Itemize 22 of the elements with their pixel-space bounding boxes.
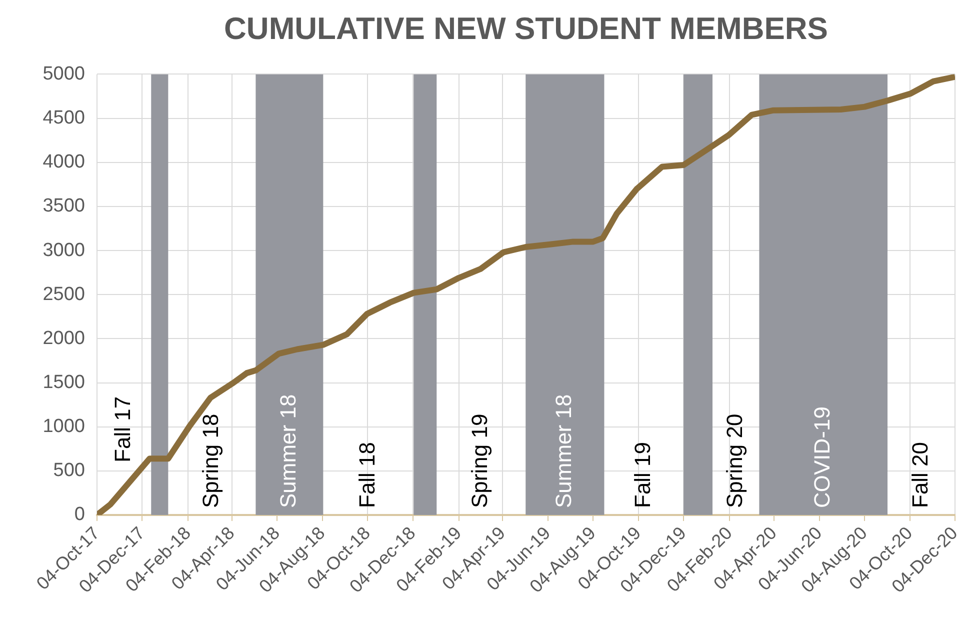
y-tick-label: 500 [53,460,85,482]
band-label: Summer 18 [550,394,576,508]
y-tick-label: 1500 [42,372,85,393]
annotation: Spring 18 [198,414,224,508]
y-tick-label: 4500 [42,108,85,129]
y-tick-label: 0 [74,504,85,526]
annotation: Fall 17 [110,396,136,462]
chart-title: CUMULATIVE NEW STUDENT MEMBERS [224,11,828,46]
annotation: Fall 20 [907,442,932,508]
annotation: Spring 20 [722,414,747,508]
band-label: Summer 18 [276,394,300,508]
annotation: Fall 19 [630,442,655,508]
y-tick-label: 2000 [42,328,85,349]
y-tick-label: 5000 [42,63,85,84]
y-tick-label: 2500 [42,284,85,305]
band-label: COVID-19 [809,406,834,508]
y-tick-label: 3000 [42,240,85,261]
y-tick-label: 1000 [42,416,85,438]
annotation: Fall 18 [354,442,380,508]
y-tick-label: 3500 [42,196,85,217]
y-tick-label: 4000 [42,152,85,173]
annotation: Spring 19 [467,414,492,508]
